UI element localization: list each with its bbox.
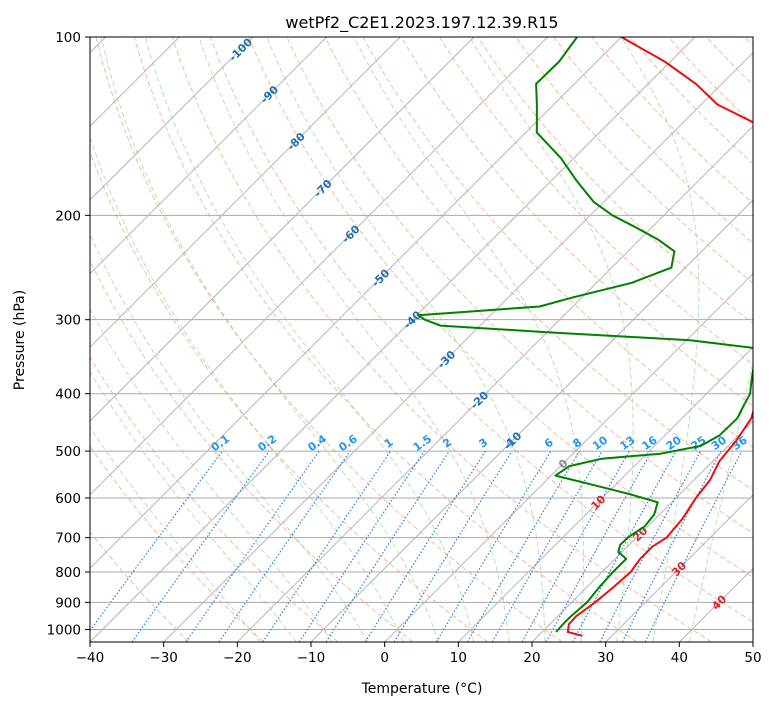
moist-adiabat-line [353,37,584,642]
mixing-ratio-line [599,450,702,642]
y-tick-label: 600 [55,491,81,507]
moist-adiabat-line [144,37,475,642]
dry-adiabat-line [95,37,563,642]
y-tick-label: 400 [55,387,81,403]
mixing-ratio-line [262,450,392,642]
moist-adiabat-line [90,308,333,642]
mixing-ratio-line [393,450,513,642]
mixing-ratio-line [435,450,552,642]
y-tick-label: 300 [55,313,81,329]
plot-frame [89,36,754,643]
isotherm-line [90,37,696,642]
mixing-ratio-line [218,450,351,642]
dry-adiabat-line [90,531,190,642]
mixing-ratio-line [644,450,743,642]
y-tick-label: 1000 [47,622,81,638]
moist-adiabat-line [688,358,753,642]
x-tick-label: −20 [223,650,252,666]
x-tick-label: 30 [597,650,614,666]
x-tick-label: 40 [671,650,688,666]
dry-adiabat-line [438,37,753,365]
mixing-ratio-line [90,450,223,632]
y-axis-title: Pressure (hPa) [12,290,28,390]
dry-adiabat-line [90,150,488,642]
dry-adiabat-line [90,259,414,642]
dry-adiabat-line [591,37,753,204]
y-tick-label: 200 [55,208,81,224]
dry-adiabat-line [90,356,339,642]
x-tick-label: −30 [149,650,178,666]
dry-adiabat-line [171,37,712,642]
isotherm-line [531,420,753,642]
dry-adiabat-line [477,37,753,325]
moist-adiabat-line [90,426,261,642]
mixing-ratio-line [364,450,486,642]
y-tick-label: 900 [55,595,81,611]
isotherm-line [90,37,254,201]
moist-adiabat-line [198,37,510,642]
y-tick-label: 500 [55,444,81,460]
mixing-ratio-line [298,450,425,642]
x-tick-label: −40 [76,650,105,666]
dry-adiabat-line [553,37,753,244]
moist-adiabat-line [90,232,369,642]
mixing-ratio-line [521,450,631,642]
dry-adiabat-line [210,37,753,623]
isotherm-line [310,199,753,642]
isotherm-line [90,37,475,422]
mixing-ratio-line [572,450,677,642]
mixing-ratio-line [325,450,450,642]
isotherm-line [163,51,753,642]
isotherm-line [457,346,753,642]
temperature-profile-line [566,37,753,637]
mixing-ratio-line [131,450,270,642]
y-tick-label: 700 [55,531,81,547]
moist-adiabat-line [620,37,700,642]
isotherm-line [90,37,622,570]
x-tick-label: 0 [380,650,389,666]
y-tick-label: 800 [55,565,81,581]
moist-adiabat-line [100,37,439,642]
dry-adiabat-line [248,37,753,578]
x-tick-label: 10 [450,650,467,666]
isotherm-line [90,37,401,349]
dry-adiabat-line [324,37,753,491]
moist-adiabat-line [90,135,404,642]
mixing-ratio-line [185,450,320,642]
isotherm-line [90,37,328,275]
dry-adiabat-line [286,37,753,534]
x-axis-title: Temperature (°C) [361,681,483,697]
x-tick-label: −10 [297,650,326,666]
dry-adiabat-line [133,37,638,642]
y-tick-label: 100 [55,30,81,46]
isotherm-line [90,37,549,496]
dewpoint-profile-line [417,37,753,633]
isotherm-line [605,493,753,642]
x-tick-label: 50 [744,650,761,666]
isotherm-line [236,125,753,642]
x-tick-label: 20 [523,650,540,666]
chart-title: wetPf2_C2E1.2023.197.12.39.R15 [285,13,558,33]
moist-adiabat-line [469,37,634,642]
chart-series-layer [417,37,753,637]
moist-adiabat-line [266,37,546,642]
chart-axis-layer: −40 −30 −20 −10 0 10 20 30 40 50 1000 900 800 700 600 5… [47,30,762,666]
